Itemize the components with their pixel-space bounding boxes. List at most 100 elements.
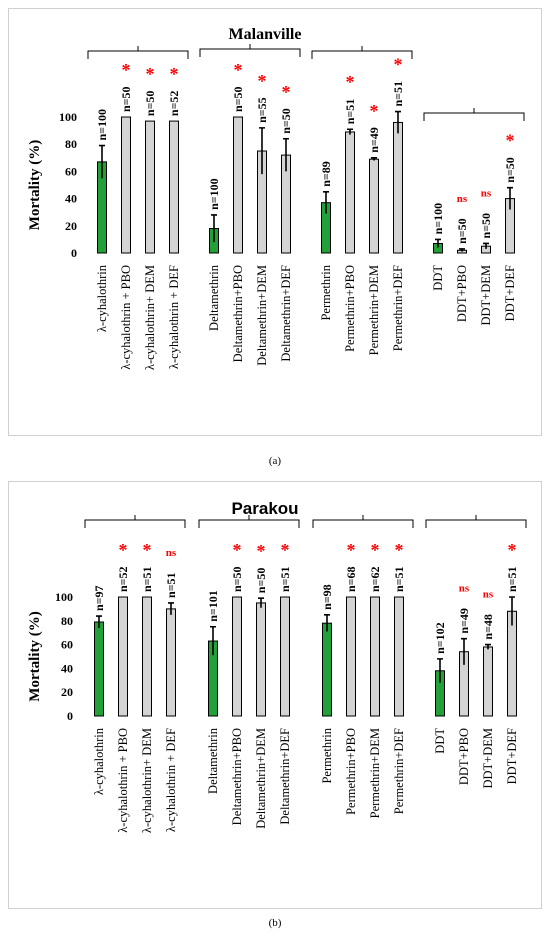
n-label: n=48 — [481, 614, 495, 640]
category-label: Deltamethrin+PBO — [230, 728, 244, 825]
y-tick-label: 60 — [61, 638, 73, 652]
n-label: n=50 — [455, 218, 469, 244]
error-bar — [461, 637, 467, 665]
y-axis-label: Mortality (%) — [27, 611, 43, 701]
n-label: n=62 — [368, 566, 382, 592]
n-label: n=68 — [344, 566, 358, 592]
y-tick-label: 100 — [59, 110, 77, 124]
significance-star: * — [143, 540, 152, 560]
error-bar — [210, 625, 216, 656]
group-brace — [87, 46, 189, 59]
bar — [369, 158, 379, 254]
n-label: n=50 — [503, 157, 517, 183]
bar — [370, 596, 380, 717]
n-label: n=98 — [320, 584, 334, 610]
y-tick-label: 0 — [67, 709, 73, 723]
error-bar — [395, 110, 401, 134]
error-bar — [258, 597, 264, 608]
error-bar — [323, 191, 329, 214]
n-label: n=52 — [167, 91, 181, 117]
group-brace — [198, 515, 300, 528]
caption-b: (b) — [268, 917, 282, 929]
significance-star: * — [346, 72, 355, 92]
n-label: n=49 — [457, 608, 471, 634]
error-bar — [99, 144, 105, 179]
significance-star: * — [282, 82, 291, 102]
category-label: λ-cyhalothrin — [95, 264, 109, 332]
bar — [256, 602, 266, 717]
category-label: λ-cyhalothrin + DEF — [167, 265, 181, 369]
category-label: Deltamethrin — [206, 727, 220, 794]
significance-star: * — [506, 131, 515, 151]
n-label: n=100 — [431, 203, 445, 235]
error-bar — [324, 614, 330, 632]
error-bar — [437, 658, 443, 683]
caption-a: (a) — [268, 455, 282, 467]
y-tick-label: 100 — [55, 590, 73, 604]
n-label: n=50 — [119, 86, 133, 112]
error-bar — [509, 596, 515, 626]
bar — [232, 596, 242, 717]
significance-star: * — [370, 101, 379, 121]
category-label: Permethrin — [320, 727, 334, 783]
chart-frame-malanville: Malanville Mortality (%) 0 20 40 60 80 100 n=100… — [8, 8, 542, 436]
y-tick-label: 20 — [61, 685, 73, 699]
bar — [394, 596, 404, 717]
chart-title: Malanville — [229, 26, 302, 43]
significance-ns: ns — [459, 583, 470, 595]
category-label: DDT+DEM — [481, 728, 495, 789]
n-label: n=50 — [479, 213, 493, 239]
bar — [118, 596, 128, 717]
error-bar — [283, 137, 289, 172]
significance-star: * — [508, 540, 517, 560]
n-label: n=55 — [255, 97, 269, 123]
category-label: Deltamethrin+DEM — [254, 728, 268, 829]
category-label: λ-cyhalothrin+ DEM — [140, 728, 154, 833]
bar — [233, 116, 243, 254]
bar — [169, 120, 179, 254]
significance-star: * — [257, 541, 266, 561]
significance-star: * — [234, 60, 243, 80]
n-label: n=89 — [319, 161, 333, 187]
n-label: n=51 — [164, 572, 178, 598]
significance-star: * — [122, 60, 131, 80]
bar — [507, 610, 517, 717]
error-bar — [168, 602, 174, 615]
error-bar — [96, 615, 102, 628]
error-bar — [211, 214, 217, 243]
significance-star: * — [281, 540, 290, 560]
significance-star: * — [119, 540, 128, 560]
chart-frame-parakou: Parakou Mortality (%) 0 20 40 60 80 100 n=97 λ-cy… — [8, 481, 542, 909]
n-label: n=52 — [116, 566, 130, 592]
group-brace — [312, 515, 414, 528]
y-tick-label: 20 — [65, 219, 77, 233]
bar — [345, 131, 355, 254]
n-label: n=51 — [140, 566, 154, 592]
error-bar — [371, 157, 377, 161]
category-label: Deltamethrin+DEM — [255, 265, 269, 366]
category-label: Deltamethrin+PBO — [231, 265, 245, 362]
bar — [483, 646, 493, 717]
category-label: λ-cyhalothrin + PBO — [119, 265, 133, 370]
y-tick-label: 0 — [71, 246, 77, 260]
significance-star: * — [170, 64, 179, 84]
category-label: λ-cyhalothrin + PBO — [116, 728, 130, 833]
error-bar — [459, 248, 465, 252]
category-label: DDT+DEM — [479, 265, 493, 326]
n-label: n=101 — [206, 590, 220, 622]
n-label: n=100 — [95, 109, 109, 141]
category-label: Deltamethrin — [207, 264, 221, 331]
significance-star: * — [258, 71, 267, 91]
category-label: DDT+DEF — [505, 728, 519, 784]
bar — [121, 116, 131, 254]
n-label: n=97 — [92, 586, 106, 612]
chart-parakou: Parakou Mortality (%) 0 20 40 60 80 100 n=97 λ-cy… — [27, 499, 527, 833]
bar — [142, 596, 152, 717]
bar — [346, 596, 356, 717]
n-label: n=100 — [207, 178, 221, 210]
category-label: DDT — [433, 728, 447, 754]
significance-star: * — [233, 540, 242, 560]
group-brace — [84, 515, 186, 528]
category-label: Permethrin+DEM — [367, 265, 381, 355]
y-tick-label: 80 — [65, 137, 77, 151]
